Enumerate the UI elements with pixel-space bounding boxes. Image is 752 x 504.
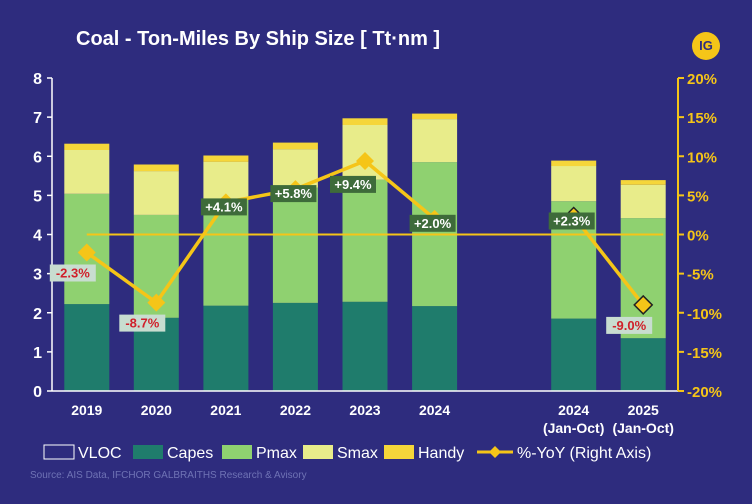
yoy-marker (356, 151, 374, 170)
x-tick-label: (Jan-Oct) (612, 420, 673, 436)
legend-label: Pmax (256, 445, 297, 462)
yoy-label-box (200, 198, 247, 216)
bar-smax-5 (412, 119, 458, 163)
yoy-label-box (606, 316, 653, 334)
yoy-label-box (119, 314, 166, 332)
bar-capes-7 (551, 318, 597, 391)
left-tick-label: 2 (33, 306, 42, 323)
left-tick-label: 4 (33, 228, 42, 245)
yoy-label-box (330, 175, 376, 193)
yoy-label-box (49, 264, 96, 282)
yoy-label: -2.3% (56, 266, 90, 281)
legend-swatch-pmax (222, 445, 252, 459)
chart-title: Coal - Ton-Miles By Ship Size [ Tt·nm ] (76, 28, 441, 50)
bar-handy-3 (272, 142, 318, 150)
legend-label: Capes (167, 445, 213, 462)
yoy-marker (633, 294, 654, 315)
bar-capes-8 (620, 338, 666, 391)
bar-smax-7 (551, 166, 597, 202)
bar-handy-7 (551, 160, 597, 167)
right-tick-label: 0% (687, 228, 709, 245)
right-tick-label: 5% (687, 188, 709, 205)
left-tick-label: 8 (33, 71, 42, 88)
legend-label: VLOC (78, 445, 122, 462)
legend-label: Smax (337, 445, 378, 462)
right-tick-label: -15% (687, 345, 722, 362)
bar-handy-1 (133, 164, 179, 172)
right-tick-label: 20% (687, 71, 717, 88)
bar-pmax-3 (272, 187, 318, 303)
right-tick-label: -10% (687, 306, 722, 323)
bar-smax-8 (620, 184, 666, 219)
yoy-label: +9.4% (334, 177, 372, 192)
brand-logo: IG (692, 32, 720, 60)
bar-handy-4 (342, 118, 388, 125)
yoy-label: +4.1% (205, 199, 243, 214)
left-tick-label: 6 (33, 149, 42, 166)
yoy-label: -8.7% (125, 316, 159, 331)
bar-capes-4 (342, 301, 388, 391)
legend-swatch-capes (133, 445, 163, 459)
yoy-marker (77, 243, 96, 262)
yoy-label: +5.8% (275, 186, 313, 201)
left-tick-label: 7 (33, 110, 42, 127)
legend-swatch-handy (384, 445, 414, 459)
source-note: Source: AIS Data, IFCHOR GALBRAITHS Rese… (30, 470, 307, 481)
right-tick-label: -20% (687, 384, 722, 401)
x-tick-label: 2019 (71, 402, 102, 418)
x-tick-label: (Jan-Oct) (543, 420, 604, 436)
x-tick-label: 2025 (628, 402, 659, 418)
yoy-label-box (548, 212, 595, 230)
bar-smax-0 (64, 150, 110, 194)
bar-handy-5 (412, 113, 458, 120)
left-tick-label: 1 (33, 345, 42, 362)
bar-capes-2 (203, 305, 249, 391)
bar-smax-1 (133, 171, 179, 215)
yoy-label: +2.0% (414, 216, 452, 231)
legend-yoy-swatch-marker (489, 446, 501, 458)
yoy-label-box (409, 214, 456, 232)
bar-handy-0 (64, 143, 110, 150)
yoy-marker (147, 293, 166, 312)
yoy-line (572, 215, 645, 306)
right-tick-label: 15% (687, 110, 717, 127)
bar-handy-2 (203, 155, 249, 162)
yoy-label-box (270, 185, 317, 203)
yoy-label: -9.0% (612, 318, 646, 333)
left-tick-label: 5 (33, 188, 42, 205)
left-tick-label: 0 (33, 384, 42, 401)
x-tick-label: 2020 (141, 402, 172, 418)
x-tick-label: 2022 (280, 402, 311, 418)
x-tick-label: 2021 (210, 402, 241, 418)
legend-label: %-YoY (Right Axis) (517, 445, 651, 462)
x-tick-label: 2024 (558, 402, 589, 418)
legend-swatch-vloc (43, 444, 75, 460)
legend-label: Handy (418, 445, 464, 462)
bar-capes-3 (272, 303, 318, 391)
x-tick-label: 2024 (419, 402, 450, 418)
bar-handy-8 (620, 180, 666, 185)
bar-pmax-2 (203, 199, 249, 306)
yoy-label: +2.3% (553, 214, 591, 229)
bar-smax-2 (203, 161, 249, 200)
bar-capes-5 (412, 306, 458, 391)
bar-pmax-4 (342, 179, 388, 302)
right-tick-label: -5% (687, 267, 714, 284)
yoy-line (85, 159, 436, 305)
legend-swatch-smax (303, 445, 333, 459)
x-tick-label: 2023 (349, 402, 380, 418)
bar-capes-0 (64, 304, 110, 391)
right-tick-label: 10% (687, 149, 717, 166)
left-tick-label: 3 (33, 267, 42, 284)
